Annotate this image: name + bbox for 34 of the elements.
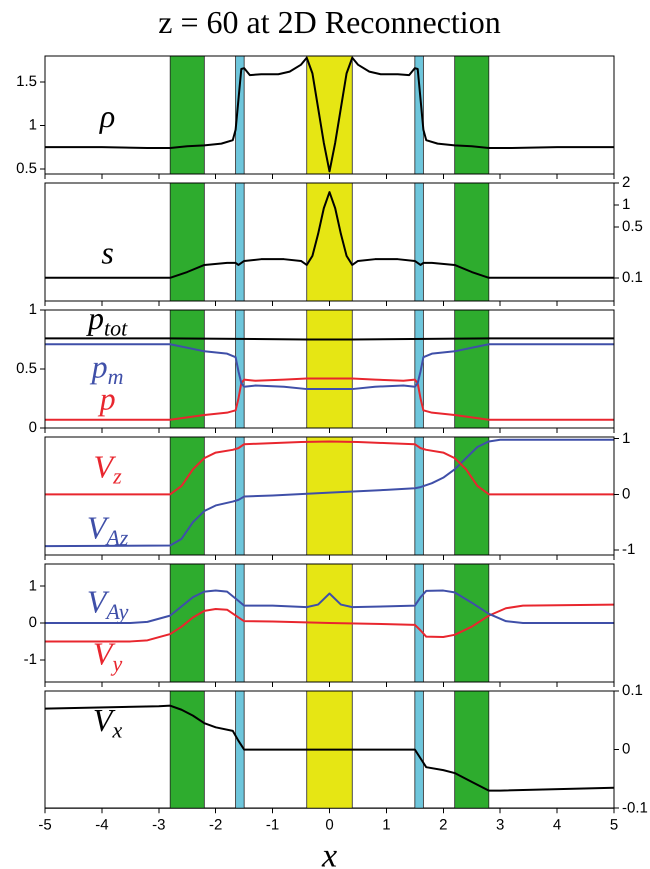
y-tick-label: -1 bbox=[24, 651, 37, 668]
y-tick-label: 1 bbox=[28, 116, 37, 134]
x-tick-label: 4 bbox=[552, 816, 562, 834]
x-tick-label: 0 bbox=[325, 816, 334, 834]
chart-title: z = 60 at 2D Reconnection bbox=[157, 3, 502, 42]
y-tick-label: 0 bbox=[28, 614, 37, 632]
y-tick-label: 0 bbox=[28, 419, 37, 436]
y2-tick-label: 1 bbox=[622, 430, 630, 447]
y2-tick-label: 0 bbox=[622, 485, 630, 502]
y2-tick-label: 1 bbox=[622, 196, 630, 214]
x-tick-label: -4 bbox=[95, 816, 109, 834]
x-tick-label: 2 bbox=[439, 816, 448, 834]
y-tick-label: 1 bbox=[28, 301, 37, 318]
x-tick-label: -1 bbox=[266, 816, 280, 834]
y2-tick-label: 0.1 bbox=[622, 268, 643, 286]
x-tick-label: -2 bbox=[209, 816, 222, 834]
y2-tick-label: 2 bbox=[622, 174, 630, 192]
y2-tick-label: -1 bbox=[622, 541, 636, 558]
y2-tick-label: 0.5 bbox=[622, 218, 643, 235]
x-tick-label: -5 bbox=[38, 816, 52, 834]
y-tick-label: 1 bbox=[28, 577, 37, 594]
y2-tick-label: 0 bbox=[622, 740, 630, 758]
x-tick-label: -3 bbox=[152, 816, 166, 834]
series-label: ρ bbox=[98, 98, 116, 134]
y-tick-label: 0.5 bbox=[16, 160, 37, 177]
y2-tick-label: 0.1 bbox=[622, 682, 643, 700]
x-tick-label: 1 bbox=[382, 816, 391, 834]
y-tick-label: 0.5 bbox=[16, 360, 37, 378]
y2-tick-label: -0.1 bbox=[622, 799, 648, 816]
series-label: s bbox=[101, 234, 114, 270]
x-axis-title: x bbox=[320, 838, 338, 869]
y-tick-label: 1.5 bbox=[16, 73, 37, 90]
x-tick-label: 3 bbox=[496, 816, 504, 834]
x-tick-label: 5 bbox=[610, 816, 618, 834]
